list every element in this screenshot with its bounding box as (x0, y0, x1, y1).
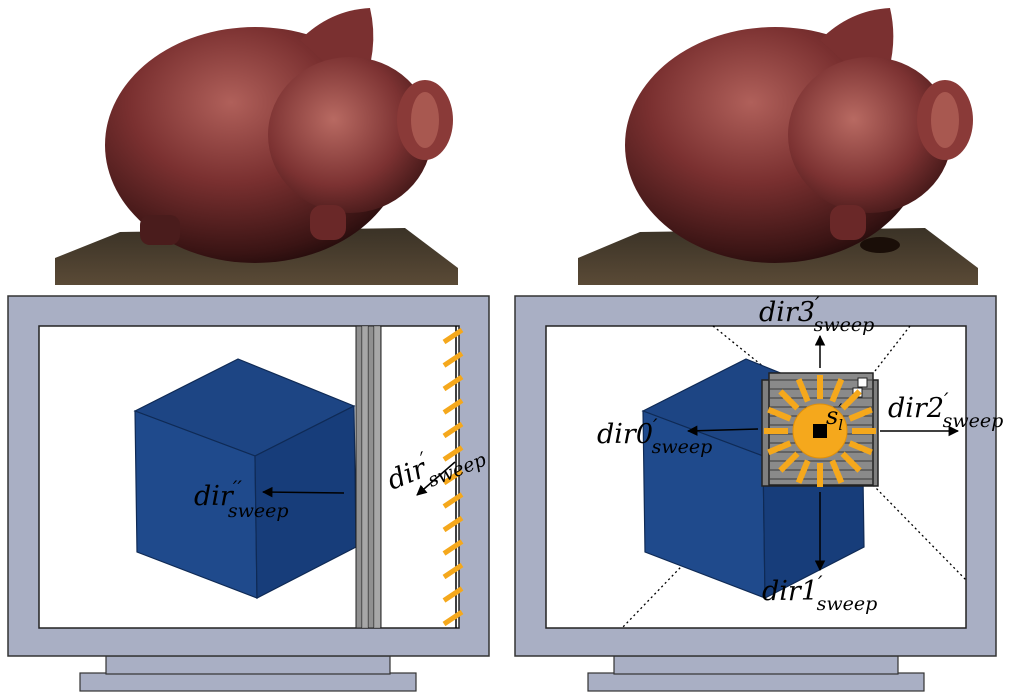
light-tick (442, 562, 464, 580)
monitor-left (7, 295, 490, 692)
arrow-dir0 (686, 425, 759, 436)
light-tick (442, 539, 464, 556)
pig-photo-left (55, 8, 458, 285)
pig-photo-right (578, 8, 978, 285)
sun-ray (767, 406, 792, 422)
sun-ray (795, 378, 811, 403)
corner-marker-icon (857, 377, 868, 388)
sun-rays (764, 375, 876, 487)
light-tick (442, 515, 464, 533)
source-center-icon (813, 424, 827, 438)
light-tick (442, 468, 464, 486)
label-dir1: dir1′ sweep (762, 571, 877, 615)
sun-ray (848, 406, 873, 422)
light-tick (442, 421, 464, 439)
cube-right (641, 358, 865, 599)
light-tick (442, 351, 464, 368)
sun-ray (840, 389, 862, 411)
arrow-dir-double (261, 486, 345, 498)
sun-ray (767, 440, 792, 456)
light-tick (442, 398, 464, 415)
light-tick (442, 374, 464, 392)
sweep-bar-left (355, 325, 382, 629)
arrow-dir-single (416, 461, 456, 496)
sun-ray (840, 451, 862, 473)
sun-ray (778, 451, 800, 473)
light-array-left (442, 326, 464, 628)
label-dir2: dir2′ sweep (888, 388, 1003, 432)
sun-ray (829, 378, 845, 403)
light-tick (442, 445, 464, 462)
sun-ray (848, 440, 873, 456)
label-dir0: dir0′ sweep (597, 414, 712, 458)
light-tick (442, 586, 464, 603)
sun-ray (778, 389, 800, 411)
cube-left (133, 358, 357, 599)
light-tick (442, 327, 464, 345)
label-dir3: dir3′ sweep (759, 292, 874, 336)
sun-ray (829, 459, 845, 484)
light-tick (442, 609, 464, 627)
label-source: s′ l (826, 401, 843, 434)
light-tick (442, 492, 464, 509)
label-dir-double: dir′′ sweep (194, 476, 289, 522)
sun-ray (795, 459, 811, 484)
